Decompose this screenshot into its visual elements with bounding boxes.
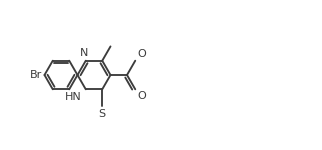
Text: O: O <box>137 49 146 59</box>
Text: O: O <box>137 91 146 101</box>
Text: HN: HN <box>65 92 82 102</box>
Text: N: N <box>80 48 89 58</box>
Text: Br: Br <box>30 70 43 80</box>
Text: S: S <box>99 109 106 119</box>
